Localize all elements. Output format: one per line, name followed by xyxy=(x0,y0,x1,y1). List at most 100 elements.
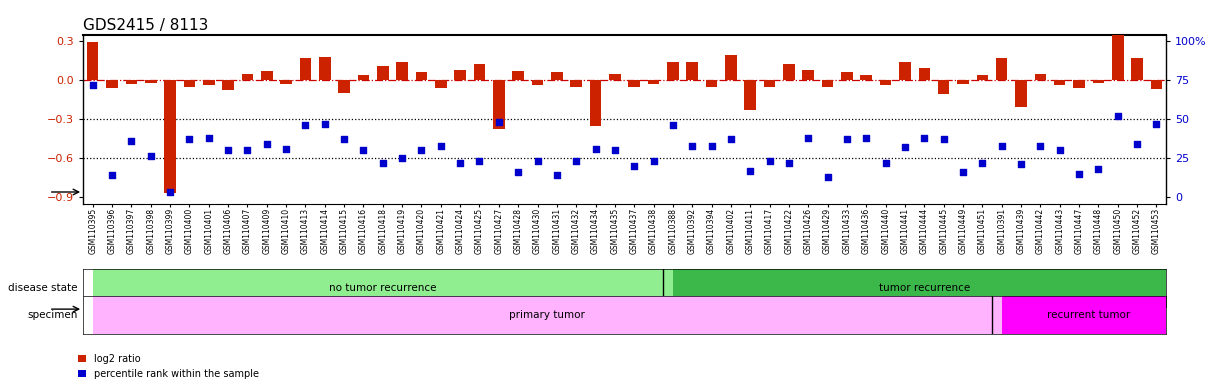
Point xyxy=(392,155,411,161)
Point xyxy=(374,160,393,166)
Bar xyxy=(493,80,504,129)
Bar xyxy=(1073,80,1084,88)
Bar xyxy=(435,80,447,88)
Point xyxy=(1127,141,1147,147)
Bar xyxy=(145,80,156,83)
Point xyxy=(140,153,160,159)
Bar xyxy=(126,80,137,84)
Bar xyxy=(764,80,775,86)
Point xyxy=(219,147,238,153)
Bar xyxy=(648,80,659,84)
Bar xyxy=(165,80,176,193)
Bar xyxy=(358,75,369,80)
Point xyxy=(431,142,451,149)
Text: recurrent tumor: recurrent tumor xyxy=(1048,310,1131,320)
Point xyxy=(838,136,857,142)
Point xyxy=(643,158,663,164)
Point xyxy=(470,158,490,164)
Bar xyxy=(377,66,388,80)
Bar xyxy=(802,70,814,80)
Bar xyxy=(281,80,292,84)
Point xyxy=(779,160,799,166)
Bar xyxy=(570,80,582,86)
Bar xyxy=(1150,80,1162,89)
Text: primary tumor: primary tumor xyxy=(509,310,585,320)
Bar xyxy=(106,80,118,88)
Point xyxy=(199,135,219,141)
Bar xyxy=(183,80,195,86)
Bar xyxy=(1093,80,1104,83)
Point xyxy=(663,122,683,128)
Point xyxy=(875,160,895,166)
Bar xyxy=(338,80,350,93)
Bar xyxy=(87,42,99,80)
Bar xyxy=(899,62,911,80)
Bar xyxy=(203,80,215,85)
Bar xyxy=(299,58,311,80)
Point xyxy=(586,146,606,152)
Bar xyxy=(93,269,673,307)
Point xyxy=(818,174,838,180)
Bar xyxy=(1034,74,1046,80)
Point xyxy=(295,122,315,128)
Point xyxy=(915,135,934,141)
Bar xyxy=(1001,296,1176,334)
Bar xyxy=(609,74,620,80)
Point xyxy=(624,163,643,169)
Point xyxy=(83,82,103,88)
Point xyxy=(276,146,295,152)
Text: GDS2415 / 8113: GDS2415 / 8113 xyxy=(83,18,209,33)
Bar xyxy=(222,80,234,91)
Bar xyxy=(397,62,408,80)
Point xyxy=(1031,142,1050,149)
Bar xyxy=(841,72,852,80)
Point xyxy=(740,167,759,174)
Point xyxy=(354,147,374,153)
Bar xyxy=(1054,80,1066,85)
Point xyxy=(1070,170,1089,177)
Bar xyxy=(686,62,698,80)
Bar xyxy=(938,80,950,94)
Point xyxy=(527,158,547,164)
Point xyxy=(547,172,567,178)
Bar xyxy=(880,80,891,85)
Point xyxy=(895,144,915,150)
Point xyxy=(856,135,875,141)
Bar xyxy=(673,269,1176,307)
Point xyxy=(411,147,431,153)
Point xyxy=(103,172,122,178)
Bar xyxy=(415,72,427,80)
Point xyxy=(606,147,625,153)
Bar xyxy=(93,296,1001,334)
Bar xyxy=(996,58,1007,80)
Point xyxy=(122,138,142,144)
Point xyxy=(722,136,741,142)
Point xyxy=(934,136,954,142)
Point xyxy=(315,121,335,127)
Bar xyxy=(1015,80,1027,108)
Legend: log2 ratio, percentile rank within the sample: log2 ratio, percentile rank within the s… xyxy=(78,354,259,379)
Bar xyxy=(1112,0,1123,80)
Bar xyxy=(725,55,736,80)
Point xyxy=(490,119,509,125)
Bar xyxy=(513,71,524,80)
Point xyxy=(973,160,993,166)
Point xyxy=(179,136,199,142)
Bar xyxy=(454,70,466,80)
Bar xyxy=(957,80,968,84)
Point xyxy=(335,136,354,142)
Point xyxy=(1107,113,1127,119)
Bar xyxy=(551,72,563,80)
Bar xyxy=(629,80,640,86)
Bar xyxy=(242,74,253,80)
Point xyxy=(954,169,973,175)
Point xyxy=(238,147,258,153)
Point xyxy=(991,142,1011,149)
Point xyxy=(256,141,276,147)
Bar xyxy=(474,65,485,80)
Bar xyxy=(977,75,988,80)
Point xyxy=(567,158,586,164)
Point xyxy=(799,135,818,141)
Bar xyxy=(1131,58,1143,80)
Point xyxy=(1011,161,1031,167)
